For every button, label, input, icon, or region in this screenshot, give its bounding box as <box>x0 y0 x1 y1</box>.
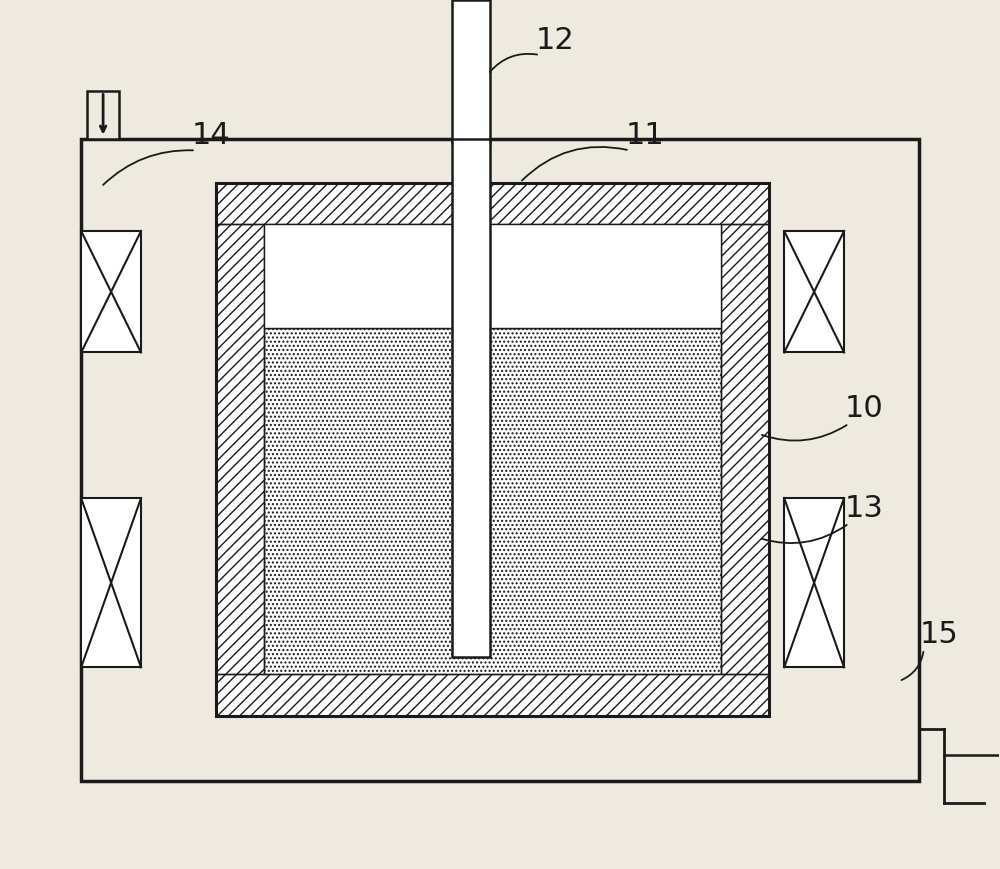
Bar <box>216 674 769 716</box>
Text: 15: 15 <box>919 620 958 648</box>
Bar <box>452 2 490 144</box>
Bar <box>721 225 769 674</box>
Text: 11: 11 <box>625 121 664 150</box>
Bar <box>216 225 264 674</box>
Bar <box>81 140 919 781</box>
Bar <box>264 225 721 328</box>
Bar <box>81 499 141 667</box>
Bar <box>87 92 119 140</box>
Bar <box>264 328 721 674</box>
Bar <box>784 499 844 667</box>
Text: 12: 12 <box>535 26 574 55</box>
Text: 10: 10 <box>845 394 883 423</box>
Bar <box>216 183 769 225</box>
Bar <box>784 232 844 353</box>
Bar <box>452 140 490 657</box>
Text: 14: 14 <box>191 121 230 150</box>
Bar <box>216 183 769 716</box>
Bar <box>81 232 141 353</box>
Text: 13: 13 <box>845 494 883 522</box>
